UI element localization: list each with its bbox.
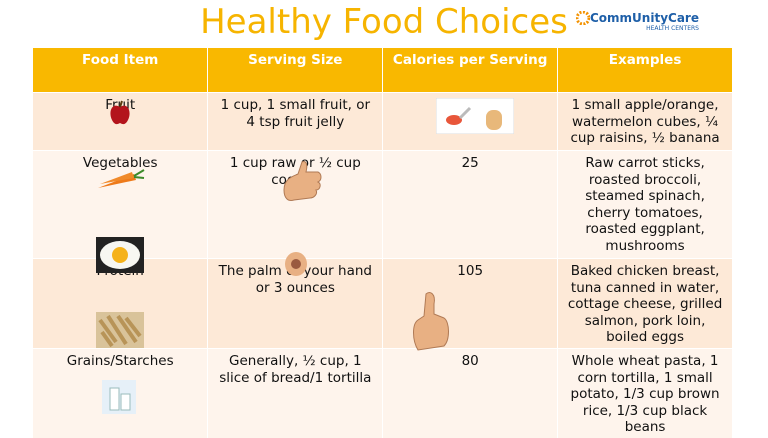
- title: Healthy Food Choices: [200, 2, 568, 42]
- cell: Vegetables: [33, 150, 209, 259]
- header-row: Food Item Serving Size Calories per Serv…: [33, 48, 733, 93]
- logo-icon: [576, 11, 590, 25]
- egg-icon: [96, 237, 144, 273]
- food-table: Food Item Serving Size Calories per Serv…: [33, 48, 733, 438]
- logo-name: CommUnityCare: [590, 11, 699, 25]
- thumb-up-icon: [413, 291, 449, 351]
- cell: Generally, ½ cup, 1 slice of bread/1 tor…: [207, 348, 384, 438]
- cell: Whole wheat pasta, 1 corn tortilla, 1 sm…: [557, 348, 733, 438]
- milk-icon: [102, 380, 136, 414]
- logo-subtitle: HEALTH CENTERS: [646, 25, 699, 32]
- row: Protein The palm of your hand or 3 ounce…: [33, 258, 733, 349]
- cell: Raw carrot sticks, roasted broccoli, ste…: [557, 150, 733, 259]
- row: Grains/Starches Generally, ½ cup, 1 slic…: [33, 348, 733, 438]
- cell: 105: [382, 258, 559, 349]
- pasta-icon: [96, 312, 144, 348]
- cell: 80: [382, 348, 559, 438]
- palm-icon: [285, 252, 307, 276]
- logo: CommUnityCare HEALTH CENTERS: [576, 11, 699, 32]
- cell: 1 cup raw or ½ cup cooked: [207, 150, 384, 259]
- cell: Baked chicken breast, tuna canned in wat…: [557, 258, 733, 349]
- thumb-icon: [283, 161, 322, 201]
- column-header: Serving Size: [207, 48, 384, 93]
- spoon-icon: [436, 98, 514, 134]
- column-header: Food Item: [33, 48, 209, 93]
- row: Vegetables 1 cup raw or ½ cup cooked 25 …: [33, 150, 733, 259]
- column-header: Examples: [557, 48, 733, 93]
- row: Fruit 1 cup, 1 small fruit, or 4 tsp fru…: [33, 92, 733, 151]
- cell: 1 small apple/orange, watermelon cubes, …: [557, 92, 733, 151]
- cell: 1 cup, 1 small fruit, or 4 tsp fruit jel…: [207, 92, 384, 151]
- carrot-icon: [98, 169, 145, 188]
- column-header: Calories per Serving: [382, 48, 559, 93]
- apple-icon: [110, 100, 130, 125]
- cell: 25: [382, 150, 559, 259]
